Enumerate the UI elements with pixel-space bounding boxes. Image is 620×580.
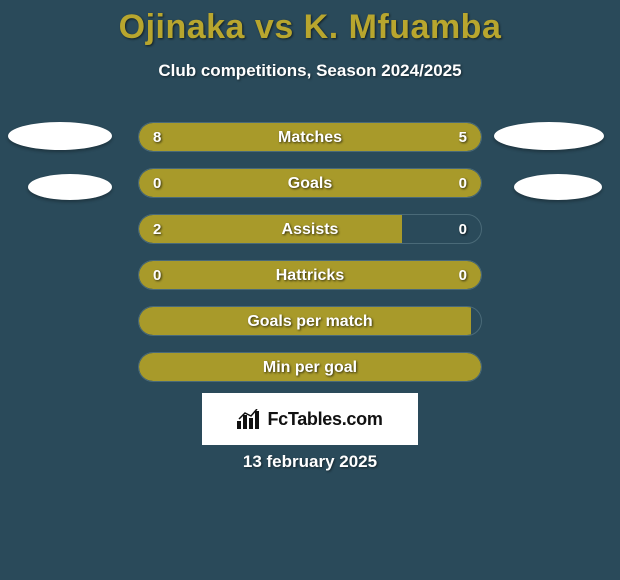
stat-row: Min per goal: [138, 352, 482, 382]
stat-row: 20Assists: [138, 214, 482, 244]
stat-label: Goals per match: [139, 307, 481, 335]
avatar-placeholder: [8, 122, 112, 150]
stat-label: Matches: [139, 123, 481, 151]
bar-chart-icon: [237, 409, 261, 429]
date-label: 13 february 2025: [0, 452, 620, 472]
avatar-placeholder: [28, 174, 112, 200]
page-title: Ojinaka vs K. Mfuamba: [0, 0, 620, 47]
stat-label: Goals: [139, 169, 481, 197]
stats-container: 85Matches 00Goals 20Assists 00Hattricks Goal…: [138, 122, 482, 398]
stat-label: Min per goal: [139, 353, 481, 381]
brand-badge: FcTables.com: [202, 393, 418, 445]
stat-label: Assists: [139, 215, 481, 243]
stat-row: 85Matches: [138, 122, 482, 152]
avatar-placeholder: [494, 122, 604, 150]
avatar-placeholder: [514, 174, 602, 200]
brand-text: FcTables.com: [267, 409, 382, 430]
stat-row: 00Hattricks: [138, 260, 482, 290]
subtitle: Club competitions, Season 2024/2025: [0, 61, 620, 81]
stat-row: 00Goals: [138, 168, 482, 198]
stat-row: Goals per match: [138, 306, 482, 336]
stat-label: Hattricks: [139, 261, 481, 289]
